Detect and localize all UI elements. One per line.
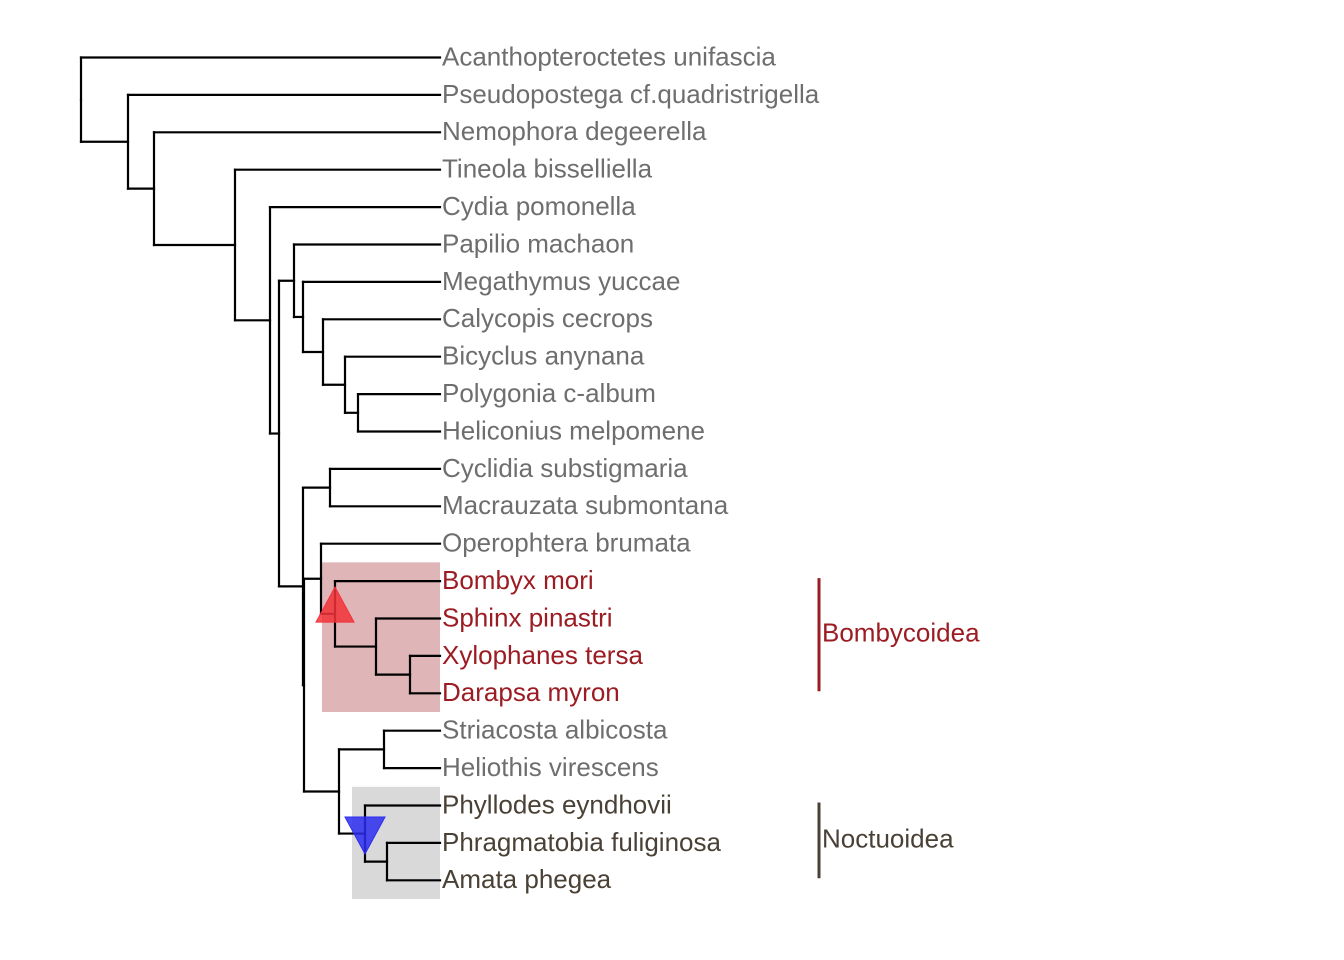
tip-label: Xylophanes tersa [442,640,643,670]
tree-branches [79,56,442,882]
tip-label: Nemophora degeerella [442,116,707,146]
tip-label: Pseudopostega cf.quadristrigella [442,79,820,109]
noctuoidea-label: Noctuoidea [822,823,954,853]
tip-label: Amata phegea [442,864,612,894]
tip-label: Striacosta albicosta [442,715,668,745]
tip-label: Sphinx pinastri [442,602,613,632]
tip-label: Heliconius melpomene [442,415,705,445]
tip-label: Papilio machaon [442,228,634,258]
bombycoidea-highlight [322,562,440,712]
tip-label: Polygonia c-album [442,378,656,408]
down-triangle-icon [344,816,386,856]
shift-markers [315,585,386,856]
tip-label: Tineola bisselliella [442,154,653,184]
tip-label: Cydia pomonella [442,191,636,221]
clade-annotations: Bombycoidea Noctuoidea [817,578,980,879]
tip-label: Heliothis virescens [442,752,659,782]
bombycoidea-label: Bombycoidea [822,618,980,648]
tip-label: Calycopis cecrops [442,303,653,333]
tip-label: Macrauzata submontana [442,490,729,520]
tip-label: Megathymus yuccae [442,266,680,296]
tip-label: Cyclidia substigmaria [442,453,688,483]
tip-label: Darapsa myron [442,677,620,707]
tip-label: Phragmatobia fuliginosa [442,827,721,857]
tip-label: Phyllodes eyndhovii [442,789,672,819]
tip-labels: Acanthopteroctetes unifascia Pseudoposteg… [442,41,820,894]
tip-label: Bicyclus anynana [442,341,645,371]
tip-label: Acanthopteroctetes unifascia [442,41,776,71]
tip-label: Bombyx mori [442,565,594,595]
tip-label: Operophtera brumata [442,528,691,558]
up-triangle-icon [315,585,355,623]
